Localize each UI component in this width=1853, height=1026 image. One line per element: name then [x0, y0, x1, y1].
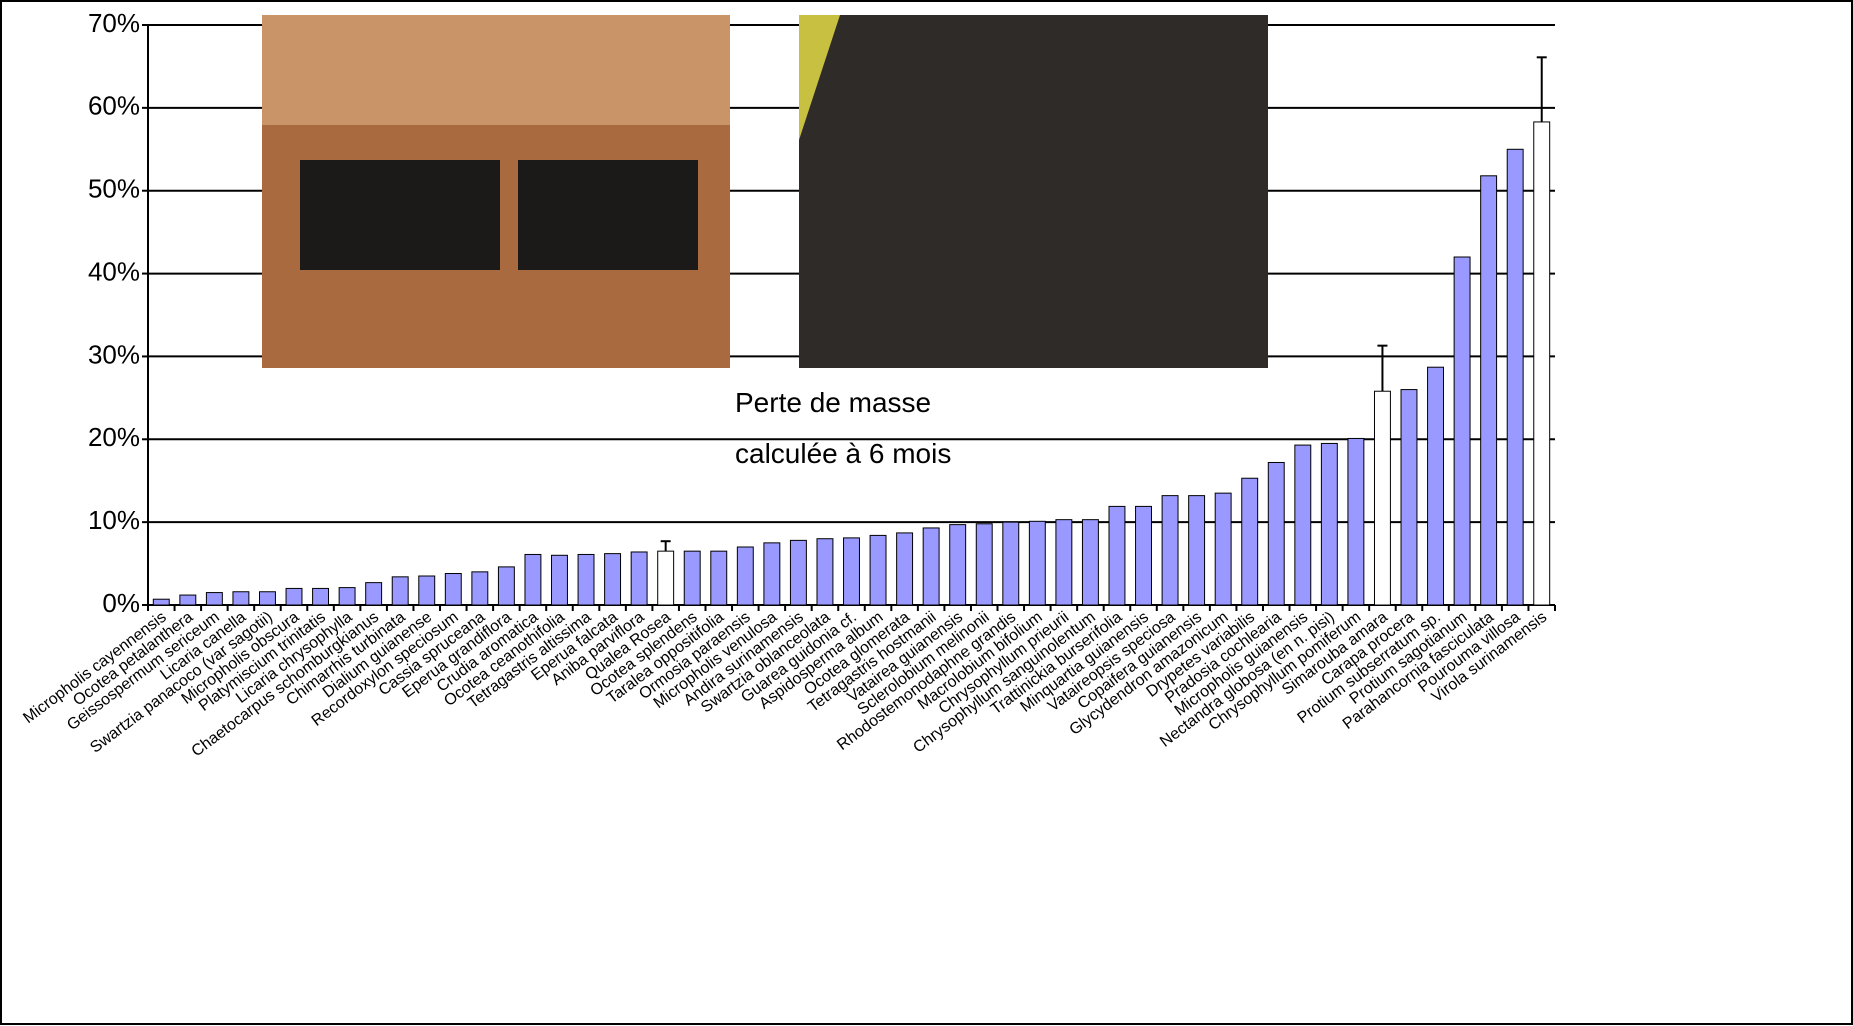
y-tick-label: 50%: [88, 174, 140, 204]
y-tick-label: 20%: [88, 422, 140, 452]
bar: [1267, 461, 1285, 606]
annotation: Perte de masse: [735, 387, 931, 418]
bar: [1373, 390, 1391, 606]
bar: [975, 523, 993, 606]
annotation: calculée à 6 mois: [735, 438, 951, 469]
bar: [205, 592, 223, 606]
bar: [1480, 175, 1498, 606]
plot-area: 0%10%20%30%40%50%60%70%Micropholis cayen…: [20, 8, 1556, 760]
photo-part: [262, 15, 730, 125]
y-tick-label: 70%: [88, 8, 140, 38]
photo-part: [799, 15, 840, 140]
bar: [843, 537, 860, 606]
bar: [577, 553, 595, 606]
bar: [657, 550, 675, 606]
bar: [551, 554, 568, 606]
bar: [285, 587, 303, 606]
bar: [789, 539, 807, 606]
bar: [1506, 148, 1524, 606]
bar: [179, 594, 197, 606]
bar: [630, 551, 648, 606]
bar: [1400, 389, 1418, 606]
bar: [1320, 442, 1338, 606]
bar: [1214, 492, 1232, 606]
bar: [869, 534, 887, 606]
y-tick-label: 0%: [102, 588, 140, 618]
bar: [1241, 477, 1259, 606]
y-tick-label: 30%: [88, 339, 140, 369]
y-tick-label: 60%: [88, 91, 140, 121]
bar: [1427, 366, 1445, 606]
error-bar: [660, 540, 671, 552]
error-bar: [1377, 344, 1388, 392]
photo-part: [518, 160, 698, 270]
bar: [391, 576, 409, 606]
bar: [1055, 519, 1073, 606]
bar: [1347, 437, 1365, 606]
y-tick-label: 40%: [88, 256, 140, 286]
bar: [1188, 495, 1206, 606]
bar: [763, 542, 781, 606]
bar: [710, 550, 728, 606]
bar: [1453, 256, 1471, 606]
bar: [1028, 520, 1046, 606]
bar: [444, 573, 462, 606]
bar: [1161, 495, 1179, 606]
photo-boxes: [262, 15, 1268, 368]
bar: [1533, 121, 1551, 606]
bar: [1294, 444, 1312, 606]
bar: [365, 582, 383, 606]
bar: [232, 591, 250, 606]
bar: [524, 553, 542, 606]
photo: [799, 15, 1268, 368]
bar: [604, 553, 622, 606]
bar: [683, 550, 701, 606]
bar: [816, 538, 834, 606]
bar: [1081, 519, 1099, 606]
bar: [1135, 505, 1152, 606]
bar: [258, 591, 276, 606]
bar: [471, 571, 489, 606]
bar: [736, 546, 754, 606]
bar: [922, 527, 940, 606]
bar: [418, 575, 436, 606]
photo-part: [345, 160, 500, 270]
bar: [1108, 505, 1126, 606]
bar: [497, 566, 515, 606]
y-tick-label: 10%: [88, 505, 140, 535]
bar: [152, 598, 170, 606]
error-bar: [1536, 56, 1547, 122]
bar: [896, 532, 914, 606]
bar: [312, 587, 330, 606]
bar: [949, 524, 967, 606]
bar: [338, 587, 356, 606]
bar: [1002, 521, 1020, 606]
